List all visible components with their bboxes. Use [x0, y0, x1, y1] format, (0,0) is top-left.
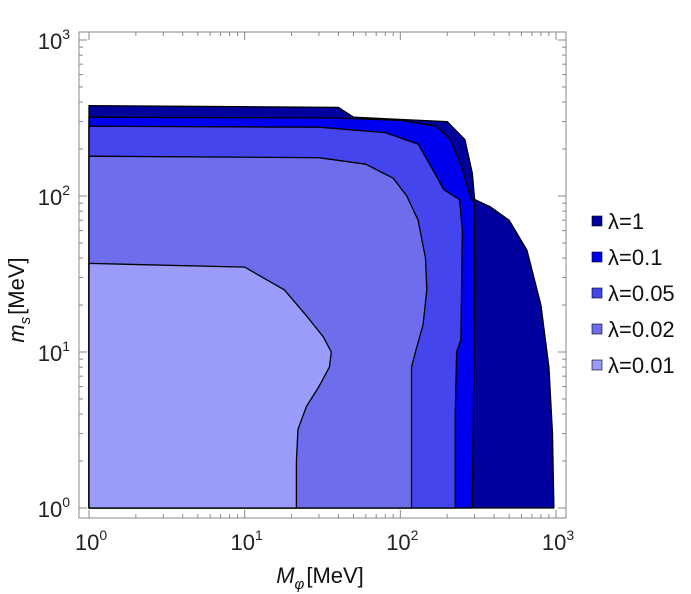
y-axis-label-unit: [MeV]	[4, 257, 29, 314]
legend-swatch	[591, 287, 603, 299]
y-axis-label: ms [MeV]	[4, 257, 34, 342]
tick-label-layer: 100 101 102 103 100 101 102 103	[38, 26, 575, 555]
legend: λ=1 λ=0.1 λ=0.05 λ=0.02 λ=0.01	[591, 209, 675, 378]
y-tick-label: 101	[38, 338, 70, 366]
legend-label: λ=0.05	[608, 281, 675, 306]
y-tick-label: 103	[38, 26, 70, 54]
x-axis-label-sub: φ	[295, 576, 305, 593]
y-axis-label-sub: s	[17, 316, 34, 324]
x-tick-label: 100	[75, 527, 107, 555]
x-tick-label: 102	[386, 527, 418, 555]
legend-swatch	[591, 359, 603, 371]
legend-swatch	[591, 323, 603, 335]
legend-label: λ=0.01	[608, 353, 675, 378]
region-layer	[88, 104, 555, 509]
y-axis-label-symbol: m	[4, 324, 29, 342]
legend-label: λ=0.1	[608, 245, 662, 270]
x-axis-label-symbol: M	[276, 563, 295, 588]
y-tick-label: 102	[38, 182, 70, 210]
x-axis-label: Mφ[MeV]	[276, 563, 364, 593]
x-tick-label: 101	[231, 527, 263, 555]
legend-label: λ=1	[608, 209, 644, 234]
y-tick-label: 100	[38, 494, 70, 522]
legend-label: λ=0.02	[608, 317, 675, 342]
region-series-4	[88, 262, 332, 509]
x-tick-label: 103	[542, 527, 574, 555]
plot-frame	[78, 31, 567, 519]
tick-layer	[79, 32, 566, 518]
legend-swatch	[591, 251, 603, 263]
x-axis-label-unit: [MeV]	[306, 563, 363, 588]
legend-swatch	[591, 215, 603, 227]
